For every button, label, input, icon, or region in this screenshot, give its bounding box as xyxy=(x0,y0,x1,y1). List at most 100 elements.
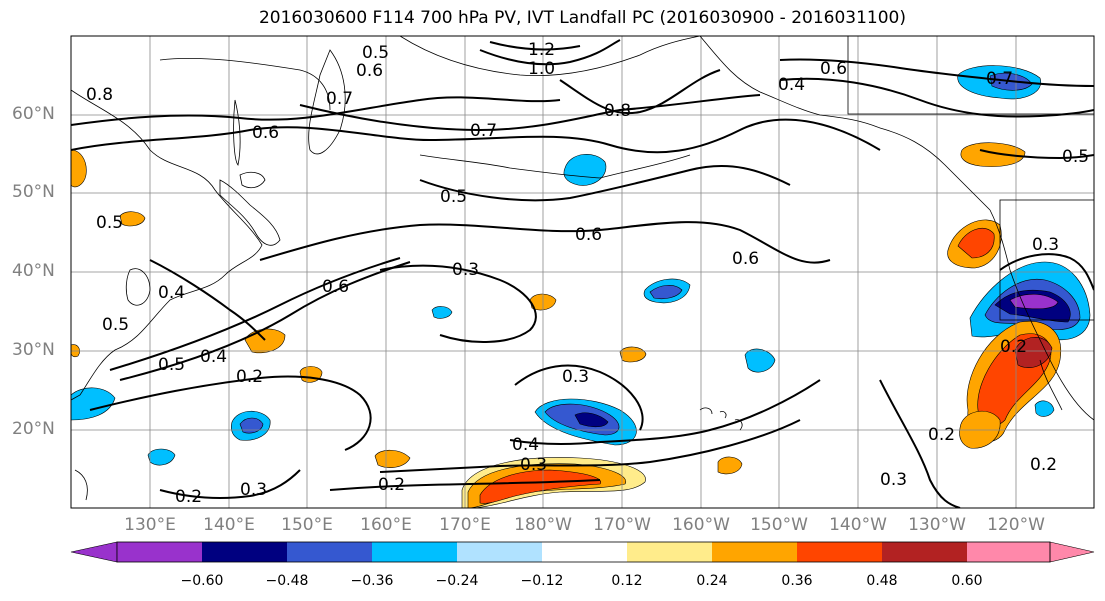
coast-korea xyxy=(125,268,151,306)
contour-0.4 xyxy=(119,261,411,381)
colorbar-seg-4 xyxy=(372,542,457,562)
shade-neg-nw-core xyxy=(1009,293,1059,310)
colorbar-tick: −0.24 xyxy=(435,573,479,589)
colorbar-tick: −0.60 xyxy=(180,573,224,589)
coast-siberia-ne xyxy=(399,36,701,77)
contour-1.2 xyxy=(489,41,581,51)
contour-0.3-sub xyxy=(514,364,644,431)
shade-neg-wpac-inner xyxy=(239,417,264,434)
colorbar-seg-3 xyxy=(287,542,372,562)
contour-0.4-ne xyxy=(779,77,1094,118)
shade-neg-mid-inner xyxy=(649,285,683,300)
colorbar-tick: 0.60 xyxy=(951,573,983,589)
contour-label: 0.8 xyxy=(86,85,113,105)
contour-0.5-sw xyxy=(109,257,401,371)
contour-label: 0.6 xyxy=(732,249,759,269)
shade-pos-blob-7 xyxy=(119,211,146,227)
lon-label-150e: 150°E xyxy=(281,515,333,535)
contour-label: 0.4 xyxy=(158,283,185,303)
colorbar-frame xyxy=(116,541,1051,563)
colorbar-seg-7 xyxy=(627,542,712,562)
contour-label: 0.6 xyxy=(575,225,602,245)
contour-label: 0.3 xyxy=(562,367,589,387)
lon-label-170e: 170°E xyxy=(439,515,491,535)
lon-label-160w: 160°W xyxy=(672,515,730,535)
contour-0.7 xyxy=(299,94,761,132)
contour-0.2-trop xyxy=(329,479,601,491)
shade-neg-sub-inner xyxy=(574,412,609,428)
colorbar-tick: −0.48 xyxy=(265,573,309,589)
lat-label-50n: 50°N xyxy=(12,182,55,202)
contour-label: 0.2 xyxy=(1030,455,1057,475)
lon-label-170w: 170°W xyxy=(593,515,651,535)
contour-label: 1.0 xyxy=(528,59,555,79)
colorbar-tick: 0.24 xyxy=(696,573,728,589)
colorbar-tick: 0.36 xyxy=(781,573,813,589)
colorbar xyxy=(70,541,1095,563)
colorbar-seg-6 xyxy=(542,542,627,562)
contour-label: 0.5 xyxy=(102,315,129,335)
contour-0.5-mid xyxy=(419,164,791,202)
shade-neg-blob-1 xyxy=(744,348,776,373)
contour-label: 0.2 xyxy=(928,425,955,445)
box-pnw xyxy=(999,199,1094,321)
lat-label-30n: 30°N xyxy=(12,340,55,360)
colorbar-seg-5 xyxy=(457,542,542,562)
lat-label-60n: 60°N xyxy=(12,104,55,124)
contour-label: 0.4 xyxy=(778,75,805,95)
map-panel: 0.5 0.6 1.2 1.0 0.8 0.4 0.6 0.7 0.7 0.8 … xyxy=(71,36,1094,508)
lon-label-130w: 130°W xyxy=(908,515,966,535)
coast-aleutians xyxy=(419,154,691,179)
colorbar-tick: 0.48 xyxy=(866,573,898,589)
coast-kamchatka xyxy=(308,49,346,155)
contour-label: 0.7 xyxy=(470,121,497,141)
shade-pos-blob-1 xyxy=(244,328,286,354)
colorbar-seg-1 xyxy=(117,542,202,562)
coast-asia-east xyxy=(71,89,263,401)
map-title: 2016030600 F114 700 hPa PV, IVT Landfall… xyxy=(258,8,906,28)
coast-na-west xyxy=(989,209,1094,421)
lon-label-130e: 130°E xyxy=(124,515,176,535)
contour-0.3-ne xyxy=(999,253,1094,291)
contour-label: 0.6 xyxy=(322,277,349,297)
coastlines xyxy=(71,36,1094,501)
coast-hawaii xyxy=(699,407,743,431)
contour-0.2-east xyxy=(879,379,961,508)
contour-label: 0.8 xyxy=(604,101,631,121)
contour-label: 0.5 xyxy=(362,43,389,63)
contour-label: 0.7 xyxy=(986,69,1013,89)
shade-pos-blob-6 xyxy=(717,456,743,475)
coast-hokkaido xyxy=(239,171,266,189)
shade-pos-trop-inner xyxy=(479,469,602,504)
contour-label: 0.7 xyxy=(326,89,353,109)
contour-label: 0.5 xyxy=(1062,147,1089,167)
shade-pos-blob-3 xyxy=(374,449,411,468)
contour-0.5-ne xyxy=(979,149,1094,160)
contour-0.4-sub xyxy=(509,379,821,446)
coast-phil xyxy=(74,469,88,501)
coast-ak-south xyxy=(879,127,991,211)
colorbar-seg-11 xyxy=(967,542,1050,562)
coast-okhotsk xyxy=(159,57,331,111)
colorbar-extend-low xyxy=(70,541,118,563)
colorbar-tick: −0.12 xyxy=(520,573,564,589)
contour-label: 0.3 xyxy=(452,260,479,280)
contour-0.2-bot xyxy=(159,469,301,499)
contour-0.8 xyxy=(559,69,721,115)
contour-label: 1.2 xyxy=(528,40,555,60)
contour-label: 0.2 xyxy=(378,475,405,495)
lon-label-150w: 150°W xyxy=(750,515,808,535)
lon-label-120w: 120°W xyxy=(987,515,1045,535)
contour-label: 0.6 xyxy=(820,59,847,79)
lat-label-40n: 40°N xyxy=(12,261,55,281)
contour-0.6-mid xyxy=(259,221,831,264)
pv-contours xyxy=(71,39,1094,508)
contour-0.4-west xyxy=(149,259,266,341)
contour-label: 0.2 xyxy=(175,487,202,507)
colorbar-seg-8 xyxy=(712,542,797,562)
shade-neg-blob-3 xyxy=(431,306,453,319)
contour-label: 0.5 xyxy=(440,187,467,207)
contour-1.0 xyxy=(479,39,621,66)
contour-0.2-sw xyxy=(89,375,372,451)
